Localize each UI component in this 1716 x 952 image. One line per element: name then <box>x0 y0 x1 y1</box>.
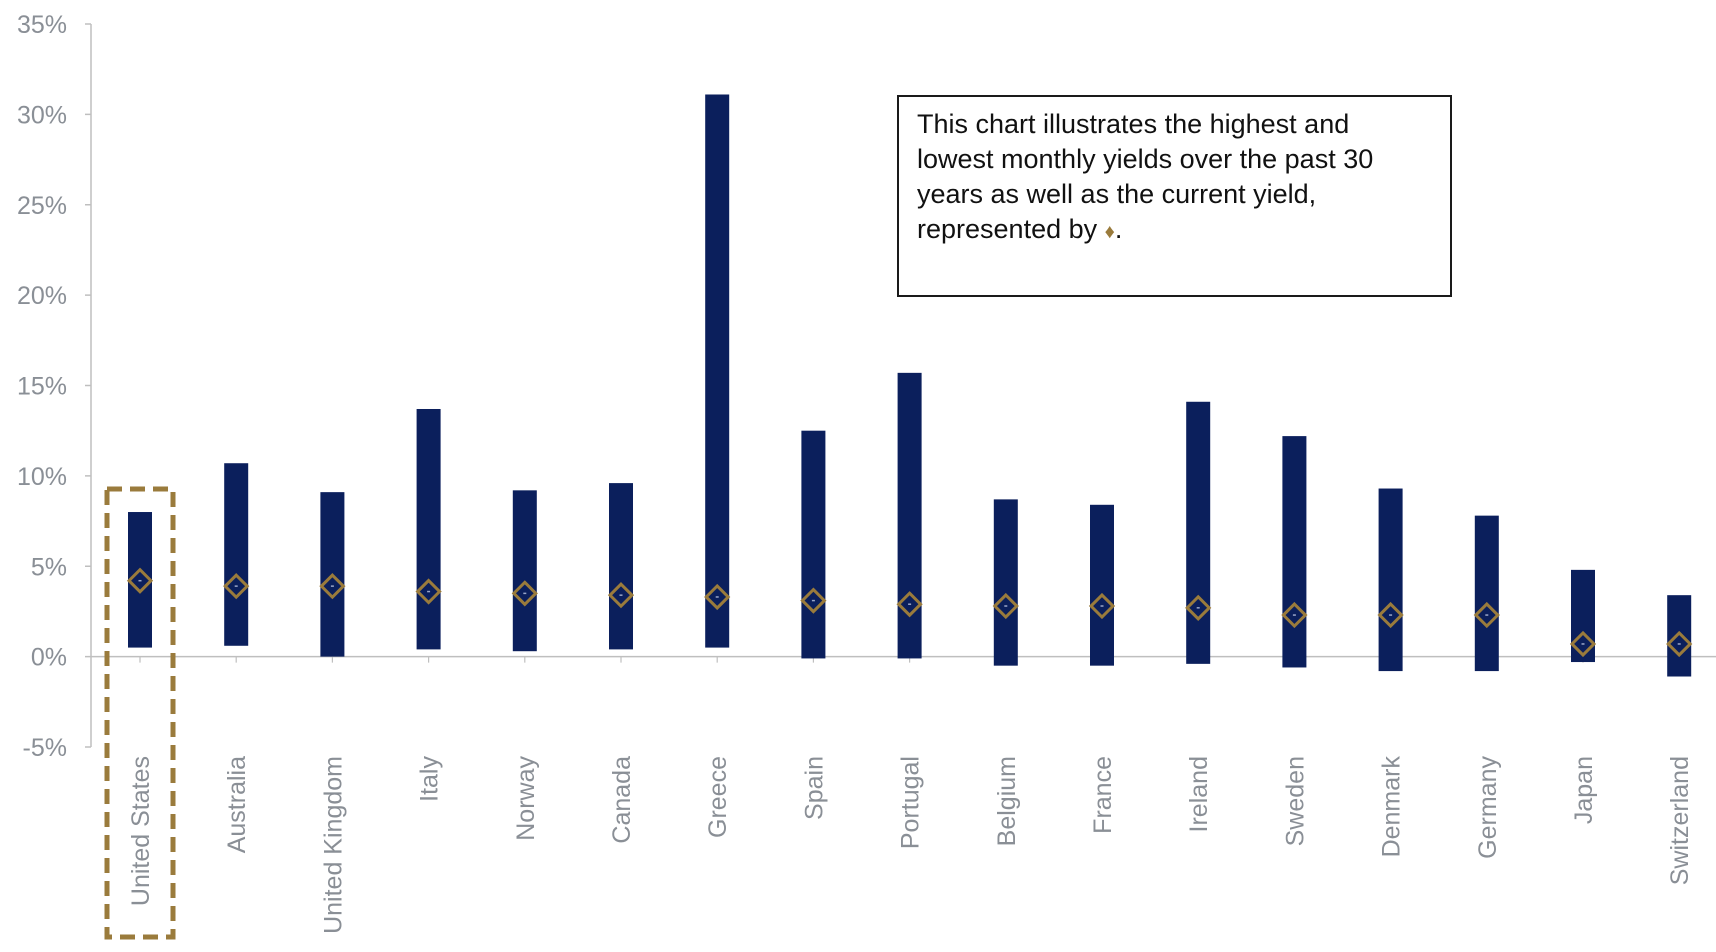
x-tick-label: Canada <box>608 756 636 844</box>
annotation-text: This chart illustrates the highest and l… <box>917 109 1374 244</box>
x-tick-label: United States <box>127 756 155 906</box>
annotation-end: . <box>1114 214 1123 244</box>
range-bar <box>1474 515 1499 672</box>
x-tick-label: United Kingdom <box>319 756 347 934</box>
y-tick-label: 0% <box>31 644 67 672</box>
x-tick-label: Denmark <box>1378 756 1406 858</box>
x-tick-label: Portugal <box>897 756 925 849</box>
x-tick-label: Australia <box>223 756 251 853</box>
range-bar <box>1282 436 1307 668</box>
x-tick-label: Japan <box>1570 756 1598 824</box>
y-tick-label: 10% <box>17 463 67 491</box>
x-tick-label: Norway <box>512 756 540 841</box>
x-tick-label: Switzerland <box>1666 756 1694 885</box>
range-bar <box>512 490 537 652</box>
x-tick-label: France <box>1089 756 1117 834</box>
chart-annotation-box: This chart illustrates the highest and l… <box>897 95 1452 297</box>
y-tick-label: 30% <box>17 101 67 129</box>
range-bar <box>224 463 249 646</box>
y-tick-label: -5% <box>23 734 67 762</box>
y-tick-label: 15% <box>17 373 67 401</box>
x-tick-label: Greece <box>704 756 732 838</box>
x-tick-label: Germany <box>1474 756 1502 859</box>
range-bar <box>609 483 633 650</box>
range-bar <box>1186 401 1211 664</box>
range-bar <box>993 499 1018 666</box>
y-tick-label: 25% <box>17 192 67 220</box>
y-tick-label: 5% <box>31 553 67 581</box>
x-tick-label: Belgium <box>993 756 1021 846</box>
diamond-icon: ♦ <box>1104 221 1115 243</box>
x-tick-label: Italy <box>416 756 444 802</box>
range-bar <box>801 430 826 659</box>
range-bar <box>416 408 441 650</box>
x-tick-label: Ireland <box>1185 756 1213 832</box>
range-bar <box>1378 488 1403 672</box>
y-tick-label: 35% <box>17 11 67 39</box>
range-bar <box>1090 504 1114 666</box>
x-tick-label: Sweden <box>1281 756 1309 846</box>
x-tick-label: Spain <box>800 756 828 820</box>
range-bar <box>705 94 730 648</box>
highlight-box <box>104 486 176 940</box>
y-tick-label: 20% <box>17 282 67 310</box>
